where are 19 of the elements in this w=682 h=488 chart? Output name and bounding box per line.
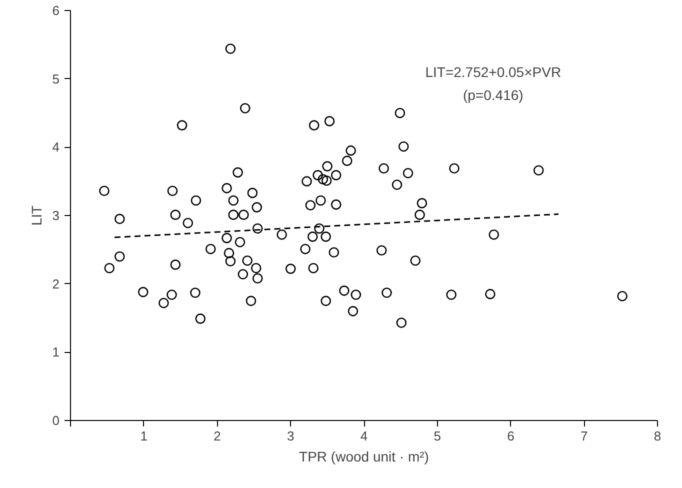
- y-tick-label: 4: [52, 140, 60, 155]
- x-tick-label: 8: [654, 428, 662, 444]
- y-axis-title: LIT: [28, 204, 44, 226]
- x-axis-title: TPR (wood unit · m²): [299, 448, 429, 464]
- x-tick-label: 3: [287, 428, 294, 444]
- x-tick-label: 1: [140, 428, 148, 444]
- x-tick-label: 5: [434, 428, 441, 444]
- x-tick-label: 4: [360, 428, 368, 444]
- x-tick-label: 6: [507, 428, 514, 444]
- annotation: (p=0.416): [462, 87, 524, 104]
- x-tick-label: 2: [214, 428, 221, 444]
- y-tick-label: 0: [52, 413, 60, 428]
- x-tick-label: 7: [580, 428, 588, 444]
- y-tick-label: 3: [52, 208, 60, 223]
- y-tick-label: 6: [52, 3, 60, 18]
- y-tick-label: 2: [52, 276, 60, 292]
- annotation: LIT=2.752+0.05×PVR: [425, 64, 562, 80]
- y-tick-label: 1: [52, 344, 60, 360]
- y-tick-label: 5: [52, 71, 60, 86]
